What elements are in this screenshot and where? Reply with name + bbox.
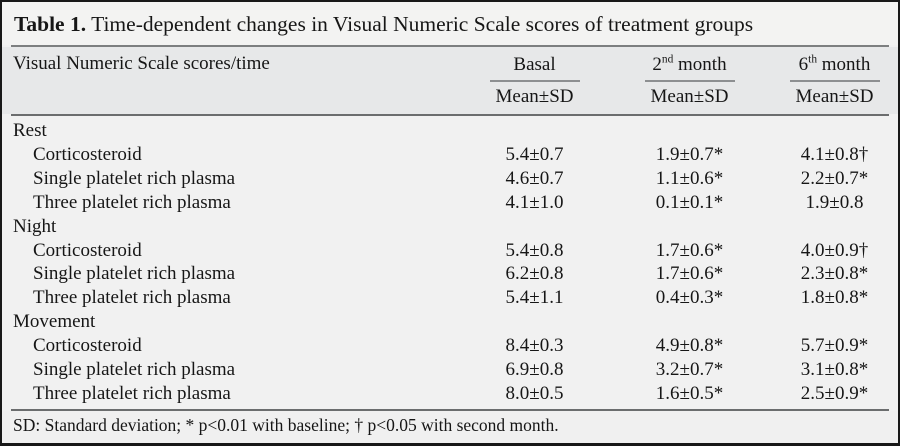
subheader-mean-sd: Mean±SD bbox=[795, 86, 874, 107]
rule-under-2nd-month bbox=[644, 80, 735, 82]
cell-2nd-month: 1.9±0.7* bbox=[655, 143, 724, 165]
table-row: Corticosteroid 5.4±0.7 1.9±0.7* 4.1±0.8† bbox=[2, 143, 898, 167]
cell-2nd-month: 3.2±0.7* bbox=[655, 359, 724, 381]
table-title-text: Time-dependent changes in Visual Numeric… bbox=[86, 12, 754, 36]
cell-6th-month: 5.7±0.9* bbox=[800, 335, 869, 357]
row-label: Three platelet rich plasma bbox=[33, 191, 231, 213]
rule-under-basal bbox=[489, 80, 580, 82]
cell-6th-month: 1.8±0.8* bbox=[800, 287, 869, 309]
column-header-basal: Basal Mean±SD bbox=[457, 53, 612, 108]
table-row: Single platelet rich plasma 4.6±0.7 1.1±… bbox=[2, 167, 898, 191]
section-row-movement: Movement bbox=[2, 310, 898, 334]
section-row-night: Night bbox=[2, 215, 898, 239]
table-row: Corticosteroid 8.4±0.3 4.9±0.8* 5.7±0.9* bbox=[2, 334, 898, 358]
cell-6th-month: 4.1±0.8† bbox=[800, 143, 869, 165]
cell-2nd-month: 0.1±0.1* bbox=[655, 191, 724, 213]
row-label: Single platelet rich plasma bbox=[33, 167, 236, 189]
cell-basal: 8.0±0.5 bbox=[505, 383, 564, 405]
rule-above-footnote bbox=[11, 409, 889, 411]
section-label: Movement bbox=[13, 311, 96, 333]
rule-under-6th-month bbox=[789, 80, 880, 82]
row-label: Three platelet rich plasma bbox=[33, 287, 231, 309]
rule-below-header bbox=[11, 114, 889, 116]
subheader-mean-sd: Mean±SD bbox=[650, 86, 729, 107]
column-header-6th-month: 6th month Mean±SD bbox=[767, 53, 898, 108]
footnote: SD: Standard deviation; * p<0.01 with ba… bbox=[2, 411, 898, 443]
column-header-2nd-month-label: 2nd month bbox=[652, 53, 727, 75]
cell-6th-month: 2.5±0.9* bbox=[800, 383, 869, 405]
cell-basal: 8.4±0.3 bbox=[505, 335, 564, 357]
table-title: Table 1. Time-dependent changes in Visua… bbox=[2, 2, 898, 45]
row-label: Corticosteroid bbox=[33, 335, 142, 357]
cell-6th-month: 2.2±0.7* bbox=[800, 167, 869, 189]
table-body: Rest Corticosteroid 5.4±0.7 1.9±0.7* 4.1… bbox=[2, 116, 898, 409]
column-header-basal-label: Basal bbox=[513, 54, 556, 75]
row-label: Single platelet rich plasma bbox=[33, 263, 236, 285]
column-header-scores-time: Visual Numeric Scale scores/time bbox=[13, 53, 270, 74]
cell-2nd-month: 4.9±0.8* bbox=[655, 335, 724, 357]
rule-below-title bbox=[11, 45, 889, 47]
cell-basal: 6.9±0.8 bbox=[505, 359, 564, 381]
cell-2nd-month: 1.1±0.6* bbox=[655, 167, 724, 189]
table-title-number: Table 1. bbox=[14, 12, 87, 36]
section-label: Rest bbox=[13, 119, 47, 141]
table-row: Three platelet rich plasma 5.4±1.1 0.4±0… bbox=[2, 286, 898, 310]
cell-basal: 4.1±1.0 bbox=[505, 191, 564, 213]
table-row: Single platelet rich plasma 6.9±0.8 3.2±… bbox=[2, 358, 898, 382]
table-row: Three platelet rich plasma 4.1±1.0 0.1±0… bbox=[2, 191, 898, 215]
column-header-6th-month-label: 6th month bbox=[798, 53, 871, 75]
table-row: Single platelet rich plasma 6.2±0.8 1.7±… bbox=[2, 263, 898, 287]
cell-2nd-month: 0.4±0.3* bbox=[655, 287, 724, 309]
cell-2nd-month: 1.6±0.5* bbox=[655, 383, 724, 405]
subheader-mean-sd: Mean±SD bbox=[495, 86, 574, 107]
section-row-rest: Rest bbox=[2, 119, 898, 143]
cell-basal: 5.4±1.1 bbox=[505, 287, 564, 309]
table-header: Visual Numeric Scale scores/time Basal M… bbox=[2, 47, 898, 114]
cell-6th-month: 1.9±0.8 bbox=[805, 191, 864, 213]
row-label: Three platelet rich plasma bbox=[33, 383, 231, 405]
column-header-2nd-month: 2nd month Mean±SD bbox=[612, 53, 767, 108]
section-label: Night bbox=[13, 215, 57, 237]
cell-basal: 5.4±0.7 bbox=[505, 143, 564, 165]
cell-basal: 4.6±0.7 bbox=[505, 167, 564, 189]
cell-2nd-month: 1.7±0.6* bbox=[655, 263, 724, 285]
cell-6th-month: 4.0±0.9† bbox=[800, 239, 869, 261]
cell-basal: 6.2±0.8 bbox=[505, 263, 564, 285]
table-row: Corticosteroid 5.4±0.8 1.7±0.6* 4.0±0.9† bbox=[2, 239, 898, 263]
cell-2nd-month: 1.7±0.6* bbox=[655, 239, 724, 261]
cell-6th-month: 3.1±0.8* bbox=[800, 359, 869, 381]
cell-basal: 5.4±0.8 bbox=[505, 239, 564, 261]
row-label: Single platelet rich plasma bbox=[33, 359, 236, 381]
row-label: Corticosteroid bbox=[33, 143, 142, 165]
table-row: Three platelet rich plasma 8.0±0.5 1.6±0… bbox=[2, 382, 898, 406]
cell-6th-month: 2.3±0.8* bbox=[800, 263, 869, 285]
row-label: Corticosteroid bbox=[33, 239, 142, 261]
